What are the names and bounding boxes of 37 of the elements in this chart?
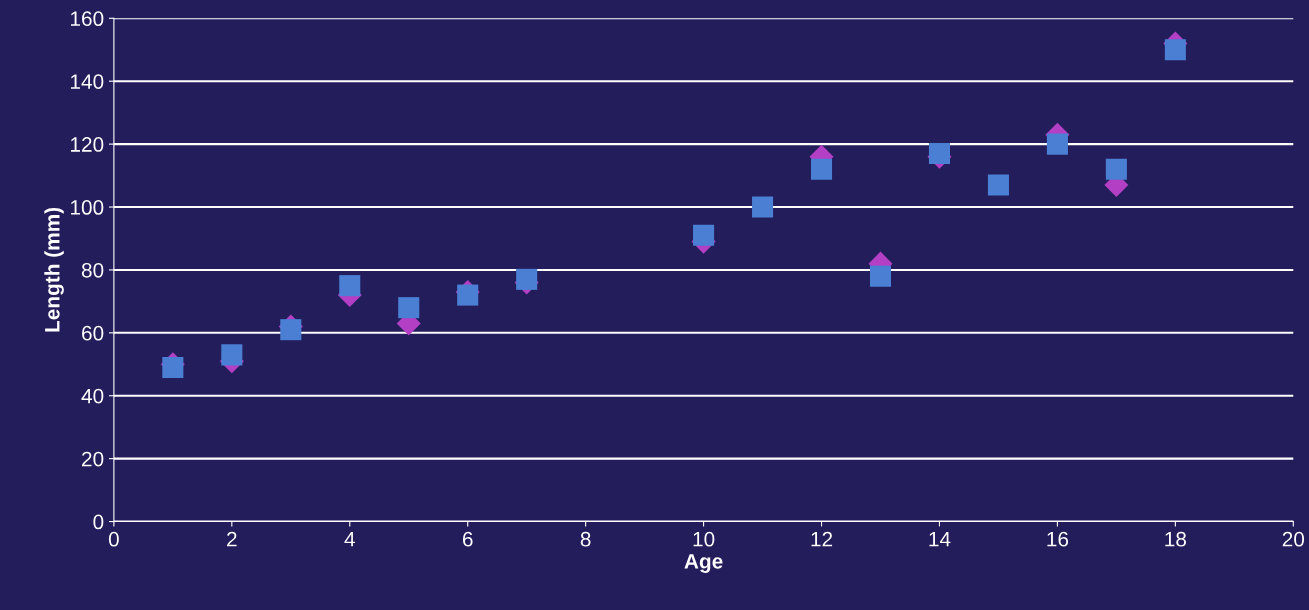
x-tick-label: 16 bbox=[1047, 531, 1069, 547]
point bbox=[752, 196, 774, 218]
x-tick-label: 14 bbox=[929, 532, 951, 547]
x-tick-label: 20 bbox=[1282, 531, 1305, 547]
x-tick-label: 4 bbox=[344, 532, 355, 547]
point bbox=[987, 174, 1009, 196]
point bbox=[811, 158, 833, 180]
point bbox=[1164, 39, 1186, 61]
point bbox=[516, 268, 538, 290]
point bbox=[869, 265, 892, 287]
point bbox=[221, 344, 243, 366]
point bbox=[1105, 158, 1127, 180]
x-axis-title: Age bbox=[684, 554, 723, 573]
y-tick-label: 60 bbox=[82, 325, 104, 341]
y-tick-label: 160 bbox=[70, 11, 104, 27]
x-tick-label: 18 bbox=[1165, 531, 1187, 547]
point bbox=[1046, 133, 1068, 155]
y-tick-label: 20 bbox=[82, 451, 104, 467]
x-tick-label: 2 bbox=[227, 531, 237, 547]
x-tick-label: 0 bbox=[108, 531, 119, 547]
y-tick-label: 0 bbox=[93, 514, 104, 530]
x-tick-label: 6 bbox=[462, 531, 473, 547]
point bbox=[457, 284, 479, 306]
y-tick-label: 140 bbox=[70, 74, 104, 89]
x-tick-label: 10 bbox=[693, 531, 715, 547]
point bbox=[162, 356, 184, 378]
y-axis-title: Length (mm) bbox=[44, 207, 64, 332]
point bbox=[693, 224, 715, 246]
x-tick-label: 8 bbox=[580, 531, 591, 547]
point bbox=[398, 297, 420, 319]
point bbox=[280, 319, 302, 341]
y-tick-label: 40 bbox=[81, 388, 104, 404]
y-tick-label: 100 bbox=[70, 200, 104, 215]
x-tick-label: 12 bbox=[811, 531, 833, 547]
y-tick-label: 120 bbox=[70, 137, 104, 152]
y-tick-label: 80 bbox=[81, 262, 104, 278]
point bbox=[339, 275, 361, 297]
